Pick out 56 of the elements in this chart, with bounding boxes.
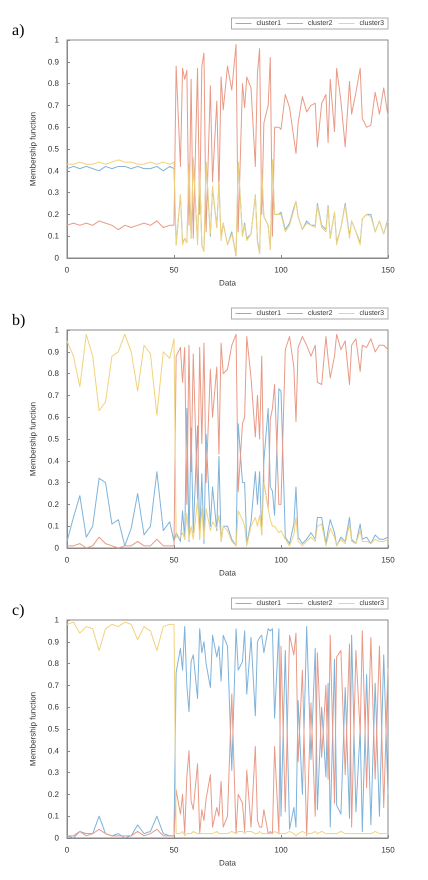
x-axis-title: Data <box>219 568 236 578</box>
chart-title: c) <box>12 602 24 620</box>
y-tick-label: 0.6 <box>48 702 60 712</box>
y-tick-label: 0.5 <box>48 144 60 154</box>
y-tick-label: 0.9 <box>48 347 60 356</box>
y-tick-label: 1 <box>54 616 60 624</box>
y-tick-label: 0.7 <box>48 680 60 690</box>
x-tick-label: 150 <box>381 846 396 854</box>
line-series <box>66 388 388 546</box>
y-tick-label: 0.2 <box>48 500 60 509</box>
y-axis-title: Membership function <box>28 402 38 476</box>
chart-title: b) <box>12 312 26 330</box>
y-tick-label: 0.3 <box>48 188 60 198</box>
y-tick-label: 0 <box>54 834 60 842</box>
x-tick-label: 100 <box>274 266 288 274</box>
x-tick-label: 150 <box>381 266 396 274</box>
x-tick-label: 0 <box>64 266 70 274</box>
chart-title: a) <box>12 22 24 40</box>
y-tick-label: 0 <box>54 254 60 262</box>
line-series <box>66 44 388 239</box>
y-axis-title: Membership function <box>28 112 38 186</box>
y-tick-label: 0.4 <box>48 746 60 756</box>
y-tick-label: 0.3 <box>48 478 60 488</box>
y-tick-label: 0 <box>54 544 60 552</box>
y-tick-label: 0.4 <box>48 166 60 176</box>
y-tick-label: 0.7 <box>48 390 60 400</box>
y-tick-label: 0.8 <box>48 369 60 378</box>
y-tick-label: 0.6 <box>48 122 60 132</box>
y-tick-label: 0.6 <box>48 412 60 422</box>
x-axis-title: Data <box>219 858 236 868</box>
y-tick-label: 0.2 <box>48 790 60 799</box>
y-tick-label: 0.1 <box>48 232 60 241</box>
y-tick-label: 0.3 <box>48 768 60 778</box>
y-tick-label: 0.4 <box>48 456 60 466</box>
y-tick-label: 0.5 <box>48 434 60 444</box>
x-tick-label: 50 <box>170 266 179 274</box>
y-tick-label: 1 <box>54 326 60 334</box>
y-tick-label: 0.2 <box>48 210 60 219</box>
y-tick-label: 1 <box>54 36 60 44</box>
x-tick-label: 100 <box>274 556 288 564</box>
x-tick-label: 50 <box>170 846 179 854</box>
y-tick-label: 0.1 <box>48 812 60 821</box>
x-tick-label: 0 <box>64 556 70 564</box>
y-tick-label: 0.1 <box>48 522 60 531</box>
y-tick-label: 0.5 <box>48 724 60 734</box>
y-tick-label: 0.7 <box>48 100 60 110</box>
y-tick-label: 0.9 <box>48 637 60 646</box>
y-axis-title: Membership function <box>28 692 38 766</box>
x-tick-label: 50 <box>170 556 179 564</box>
x-axis-title: Data <box>219 278 236 288</box>
y-tick-label: 0.8 <box>48 79 60 88</box>
x-tick-label: 100 <box>274 846 288 854</box>
x-tick-label: 0 <box>64 846 70 854</box>
x-tick-label: 150 <box>381 556 396 564</box>
y-tick-label: 0.8 <box>48 659 60 668</box>
y-tick-label: 0.9 <box>48 57 60 66</box>
